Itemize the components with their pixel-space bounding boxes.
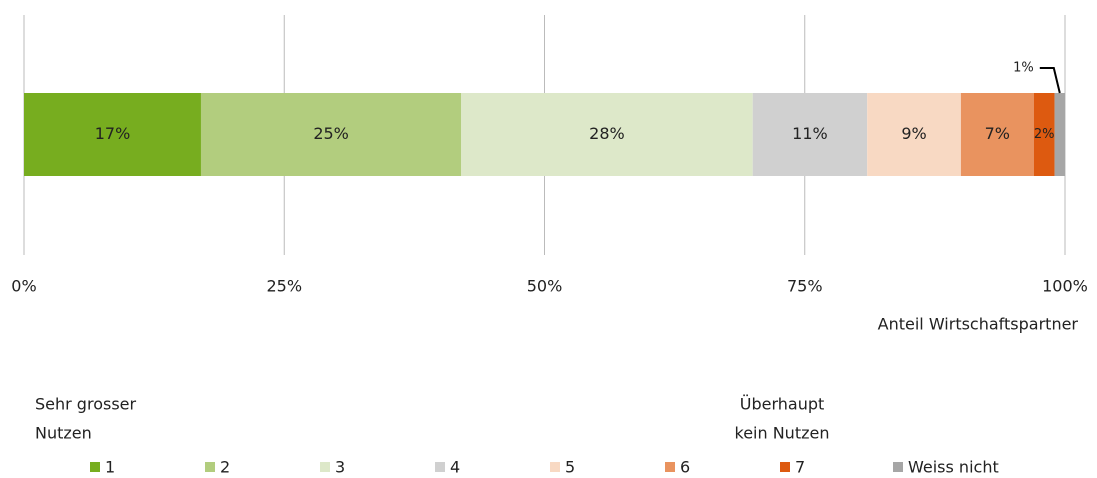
legend-swatch [435,462,445,472]
annotation: Nutzen [35,424,92,443]
legend-swatch [90,462,100,472]
legend-swatch [550,462,560,472]
bar-segment [1033,93,1055,176]
annotation: kein Nutzen [735,424,830,443]
x-tick-label: 75% [787,277,823,296]
annotation: Sehr grosser [35,395,136,414]
bar-segment [1054,93,1065,176]
legend-label: 6 [680,458,690,477]
data-label: 9% [901,124,926,143]
bar-segment [24,93,201,176]
legend-label: 1 [105,458,115,477]
bar-segment [461,93,753,176]
leader-line [1039,67,1061,94]
legend-swatch [780,462,790,472]
bar-segment [867,93,961,176]
legend-swatch [320,462,330,472]
x-tick-label: 25% [266,277,302,296]
data-label: 28% [589,124,625,143]
annotation: Überhaupt [740,395,825,414]
legend-label: 2 [220,458,230,477]
x-tick-label: 100% [1042,277,1088,296]
data-label: 7% [985,124,1010,143]
legend-label: Weiss nicht [908,458,999,477]
legend-label: 3 [335,458,345,477]
legend-swatch [893,462,903,472]
legend-label: 5 [565,458,575,477]
bar-segment [752,93,868,176]
data-label: 1% [1013,61,1034,76]
bar-segment [200,93,462,176]
bar-segment [960,93,1034,176]
legend-label: 4 [450,458,460,477]
data-label: 2% [1034,127,1055,142]
x-axis-label: Anteil Wirtschaftspartner [878,315,1079,334]
data-label: 17% [95,124,131,143]
legend-swatch [665,462,675,472]
data-label: 11% [792,124,828,143]
legend-label: 7 [795,458,805,477]
legend-swatch [205,462,215,472]
data-label: 25% [313,124,349,143]
x-tick-label: 0% [11,277,36,296]
x-tick-label: 50% [527,277,563,296]
